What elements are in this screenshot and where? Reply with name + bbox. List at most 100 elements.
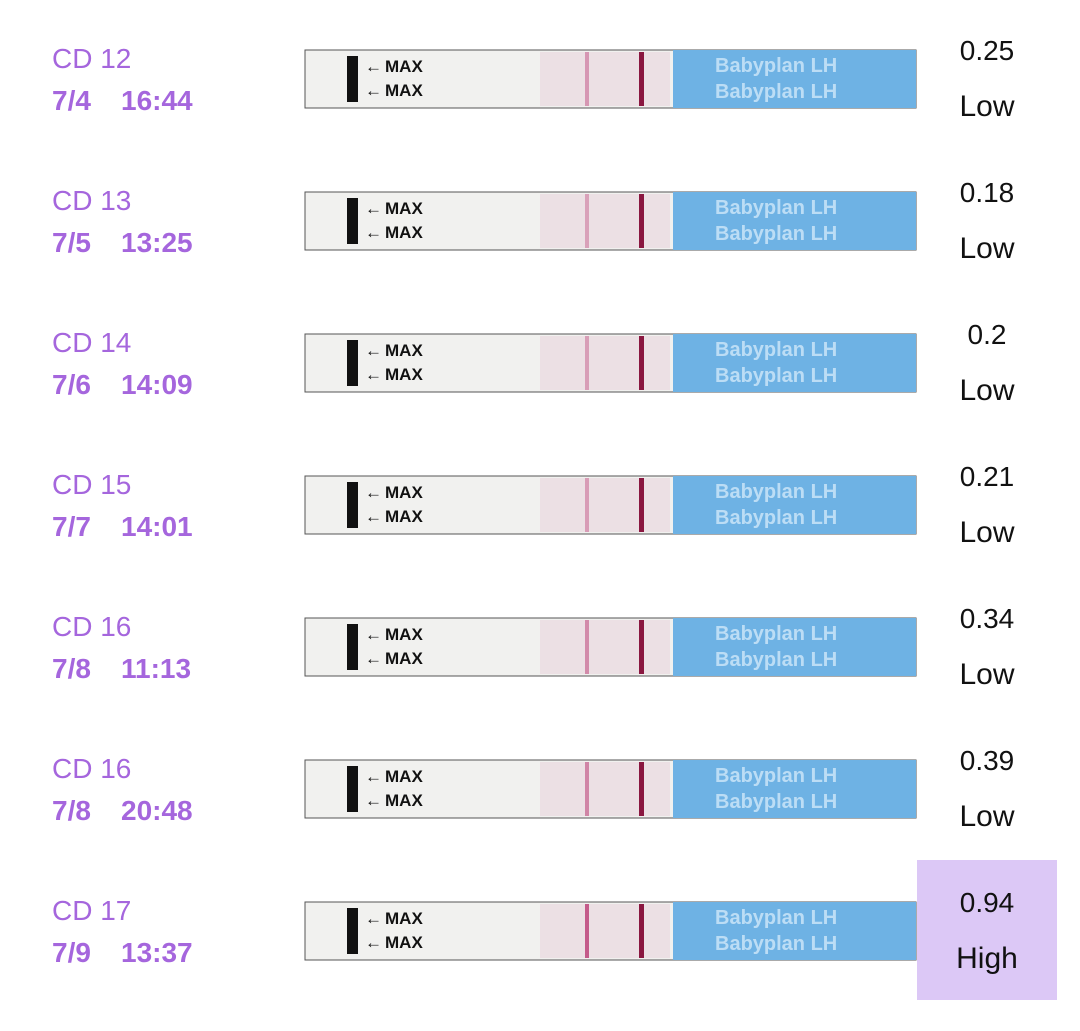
level: Low	[959, 90, 1014, 123]
strip-label	[673, 192, 916, 250]
arrow: ←	[365, 909, 382, 928]
strip-bar	[347, 908, 358, 954]
test-row: CD 13 7/5 13:25 ← MAX← MAX Babyplan LH Babyplan…	[52, 177, 1015, 265]
strip-marker: MAX	[385, 223, 423, 242]
cycle-day: CD 16	[52, 753, 131, 784]
cycle-day: CD 12	[52, 43, 131, 74]
test-row: CD 14 7/6 14:09 ← MAX← MAX Babyplan LH Babyplan…	[52, 319, 1015, 407]
level: Low	[959, 800, 1014, 833]
strip-brand: Babyplan LH	[715, 55, 837, 77]
strip-brand: Babyplan LH	[715, 649, 837, 671]
ratio: 0.94	[960, 887, 1015, 918]
level: Low	[959, 374, 1014, 407]
strip-bar	[347, 56, 358, 102]
date: 7/9	[52, 937, 91, 968]
control-line	[639, 620, 644, 674]
test-line	[585, 478, 589, 532]
strip-window	[540, 478, 670, 532]
control-line	[639, 904, 644, 958]
strip-brand: Babyplan LH	[715, 223, 837, 245]
strip-marker: MAX	[385, 791, 423, 810]
strip-window	[540, 762, 670, 816]
strip-brand: Babyplan LH	[715, 907, 837, 929]
strip-brand: Babyplan LH	[715, 197, 837, 219]
strip-marker: MAX	[385, 365, 423, 384]
strip-window	[540, 336, 670, 390]
strip-marker: MAX	[385, 81, 423, 100]
test-line	[585, 194, 589, 248]
ratio: 0.18	[960, 177, 1015, 208]
arrow: ←	[365, 483, 382, 502]
date: 7/8	[52, 795, 91, 826]
time: 16:44	[121, 85, 193, 116]
strip-label	[673, 334, 916, 392]
strip-marker: MAX	[385, 507, 423, 526]
strip-marker: MAX	[385, 483, 423, 502]
arrow: ←	[365, 791, 382, 810]
date: 7/6	[52, 369, 91, 400]
strip-bar	[347, 198, 358, 244]
strip-window	[540, 52, 670, 106]
strip-bar	[347, 766, 358, 812]
control-line	[639, 194, 644, 248]
cycle-day: CD 13	[52, 185, 131, 216]
date: 7/4	[52, 85, 91, 116]
level: High	[956, 942, 1018, 975]
test-line	[585, 762, 589, 816]
strip-brand: Babyplan LH	[715, 81, 837, 103]
test-line	[585, 904, 589, 958]
arrow: ←	[365, 933, 382, 952]
strip-window	[540, 194, 670, 248]
strip-marker: MAX	[385, 341, 423, 360]
arrow: ←	[365, 365, 382, 384]
strip-brand: Babyplan LH	[715, 765, 837, 787]
arrow: ←	[365, 199, 382, 218]
strip-bar	[347, 482, 358, 528]
test-row: CD 15 7/7 14:01 ← MAX← MAX Babyplan LH Babyplan…	[52, 461, 1015, 549]
control-line	[639, 336, 644, 390]
time: 14:01	[121, 511, 193, 542]
strip-label	[673, 476, 916, 534]
arrow: ←	[365, 81, 382, 100]
control-line	[639, 478, 644, 532]
time: 13:25	[121, 227, 193, 258]
strip-marker: MAX	[385, 57, 423, 76]
date: 7/5	[52, 227, 91, 258]
cycle-day: CD 17	[52, 895, 131, 926]
test-row: CD 12 7/4 16:44 ← MAX← MAX Babyplan LH Babyplan…	[52, 35, 1015, 123]
cycle-day: CD 15	[52, 469, 131, 500]
strip-brand: Babyplan LH	[715, 933, 837, 955]
date: 7/7	[52, 511, 91, 542]
strip-marker: MAX	[385, 199, 423, 218]
ratio: 0.21	[960, 461, 1015, 492]
control-line	[639, 52, 644, 106]
arrow: ←	[365, 341, 382, 360]
level: Low	[959, 516, 1014, 549]
test-row: CD 17 7/9 13:37 ← MAX← MAX Babyplan LH Babyplan…	[52, 860, 1057, 1000]
strip-brand: Babyplan LH	[715, 507, 837, 529]
strip-window	[540, 904, 670, 958]
strip-brand: Babyplan LH	[715, 339, 837, 361]
strip-window	[540, 620, 670, 674]
date: 7/8	[52, 653, 91, 684]
ratio: 0.34	[960, 603, 1015, 634]
cycle-day: CD 14	[52, 327, 131, 358]
level: Low	[959, 658, 1014, 691]
arrow: ←	[365, 625, 382, 644]
time: 13:37	[121, 937, 193, 968]
strip-marker: MAX	[385, 933, 423, 952]
arrow: ←	[365, 649, 382, 668]
ratio: 0.2	[968, 319, 1007, 350]
strip-bar	[347, 624, 358, 670]
strip-brand: Babyplan LH	[715, 791, 837, 813]
time: 14:09	[121, 369, 193, 400]
highlight	[917, 860, 1057, 1000]
test-line	[585, 336, 589, 390]
control-line	[639, 762, 644, 816]
test-row: CD 16 7/8 20:48 ← MAX← MAX Babyplan LH Babyplan…	[52, 745, 1015, 833]
arrow: ←	[365, 57, 382, 76]
strip-brand: Babyplan LH	[715, 481, 837, 503]
test-line	[585, 620, 589, 674]
